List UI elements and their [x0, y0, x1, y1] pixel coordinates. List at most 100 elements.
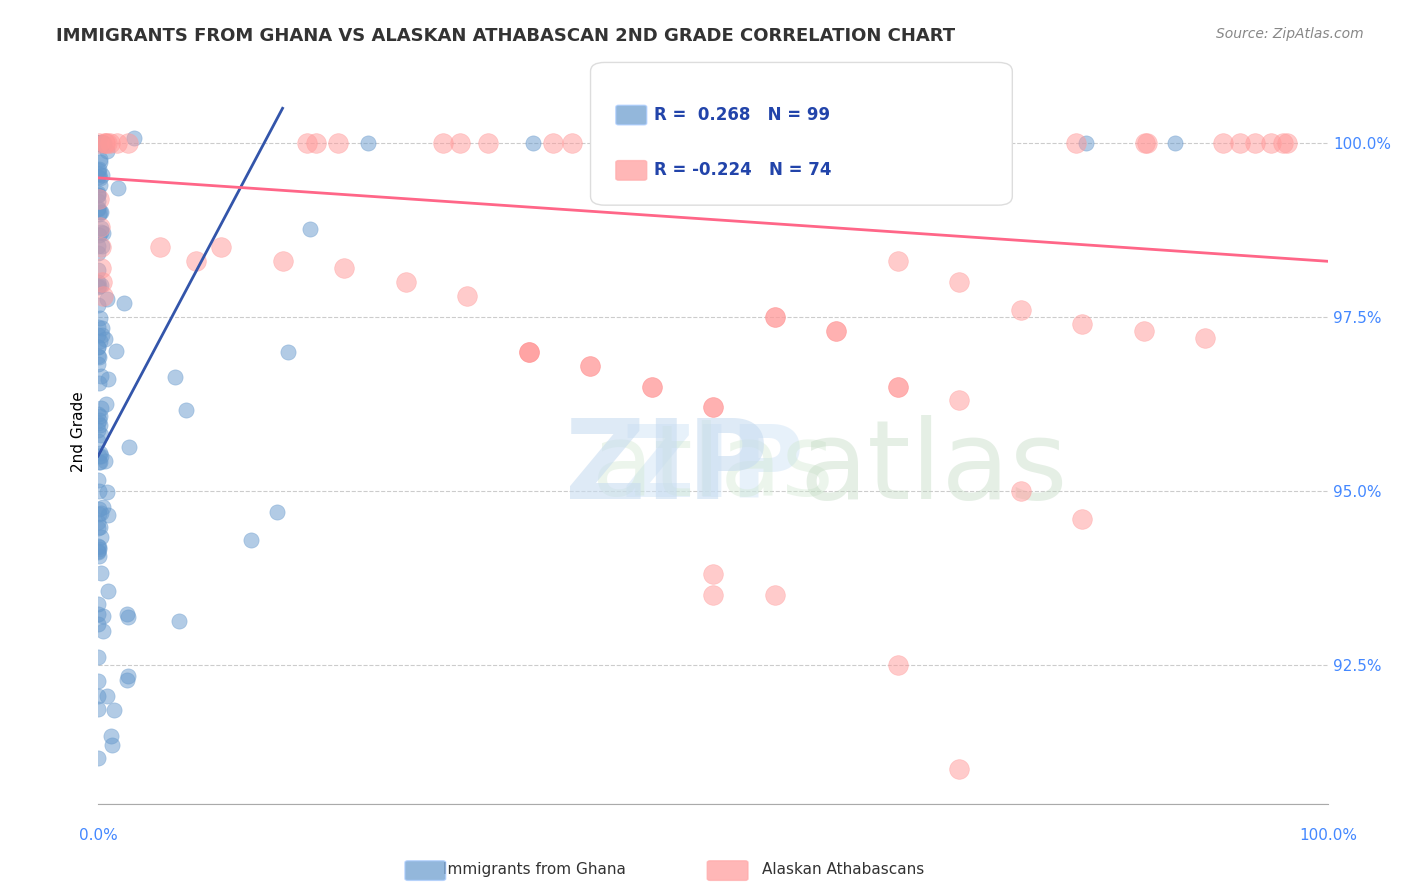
- Point: [87, 521, 110, 535]
- Point: [87, 473, 110, 487]
- Point: [94, 396, 117, 410]
- Point: [87, 245, 110, 260]
- Point: [87, 239, 110, 253]
- Point: [97, 372, 120, 386]
- Point: [90, 321, 112, 335]
- Point: [90, 225, 112, 239]
- Point: [1064, 136, 1087, 150]
- Point: [87, 340, 110, 354]
- Point: [93, 136, 115, 150]
- Point: [1244, 136, 1267, 150]
- Point: [702, 401, 724, 415]
- Point: [91, 226, 114, 240]
- Point: [763, 588, 786, 602]
- Point: [87, 136, 110, 150]
- Text: 0.0%: 0.0%: [79, 828, 118, 843]
- Point: [90, 506, 112, 520]
- Point: [90, 221, 112, 235]
- Point: [90, 136, 112, 150]
- Point: [98, 136, 121, 150]
- Point: [579, 359, 602, 373]
- Text: R =  0.268   N = 99: R = 0.268 N = 99: [654, 106, 830, 124]
- Point: [89, 192, 111, 206]
- Point: [328, 136, 350, 150]
- Point: [886, 254, 908, 268]
- Point: [89, 205, 111, 219]
- Point: [89, 136, 111, 150]
- Point: [103, 703, 125, 717]
- Point: [91, 624, 114, 639]
- Point: [148, 240, 170, 254]
- Point: [87, 434, 110, 449]
- Point: [825, 324, 848, 338]
- Point: [90, 328, 112, 343]
- Point: [87, 483, 110, 498]
- Point: [87, 650, 110, 665]
- Point: [101, 739, 124, 753]
- Point: [87, 350, 110, 364]
- Text: atlas: atlas: [592, 420, 834, 517]
- Point: [948, 275, 970, 289]
- Point: [87, 423, 110, 437]
- Point: [87, 751, 110, 765]
- Point: [89, 279, 111, 293]
- Point: [90, 205, 112, 219]
- Point: [94, 136, 117, 150]
- Point: [87, 170, 110, 185]
- Point: [1229, 136, 1251, 150]
- Point: [96, 144, 118, 158]
- Point: [796, 136, 818, 150]
- Point: [87, 407, 110, 421]
- Point: [94, 332, 117, 346]
- Point: [87, 501, 110, 516]
- Point: [886, 657, 908, 672]
- Point: [90, 369, 112, 384]
- Point: [640, 379, 662, 393]
- Point: [87, 162, 110, 177]
- Point: [1272, 136, 1295, 150]
- Point: [89, 154, 111, 169]
- Point: [89, 413, 111, 427]
- Point: [394, 275, 416, 289]
- Point: [117, 669, 139, 683]
- Point: [87, 545, 110, 559]
- Point: [87, 702, 110, 716]
- Point: [1132, 324, 1154, 338]
- Point: [357, 136, 380, 150]
- Point: [90, 278, 112, 293]
- Text: Immigrants from Ghana: Immigrants from Ghana: [443, 863, 626, 877]
- Point: [91, 136, 114, 150]
- Point: [702, 567, 724, 582]
- Text: IMMIGRANTS FROM GHANA VS ALASKAN ATHABASCAN 2ND GRADE CORRELATION CHART: IMMIGRANTS FROM GHANA VS ALASKAN ATHABAS…: [56, 27, 955, 45]
- Point: [948, 393, 970, 408]
- Point: [90, 239, 112, 253]
- Point: [87, 544, 110, 558]
- Point: [1275, 136, 1298, 150]
- Point: [90, 275, 112, 289]
- Text: ZIP: ZIP: [565, 416, 769, 523]
- Point: [89, 153, 111, 167]
- Point: [87, 549, 110, 563]
- Point: [702, 401, 724, 415]
- Point: [87, 188, 110, 202]
- Text: atlas: atlas: [799, 416, 1067, 523]
- Point: [91, 136, 114, 150]
- Point: [87, 674, 110, 689]
- Point: [87, 136, 110, 150]
- Point: [105, 343, 128, 358]
- Point: [89, 446, 111, 460]
- Point: [87, 194, 110, 209]
- Point: [87, 297, 110, 311]
- Point: [87, 539, 110, 553]
- Point: [825, 324, 848, 338]
- Point: [87, 280, 110, 294]
- Point: [522, 136, 544, 150]
- Point: [90, 530, 112, 544]
- Point: [1010, 303, 1032, 318]
- Point: [90, 169, 112, 183]
- Point: [91, 136, 114, 150]
- Point: [89, 170, 111, 185]
- Point: [87, 417, 110, 431]
- Point: [91, 136, 114, 150]
- Point: [115, 607, 138, 622]
